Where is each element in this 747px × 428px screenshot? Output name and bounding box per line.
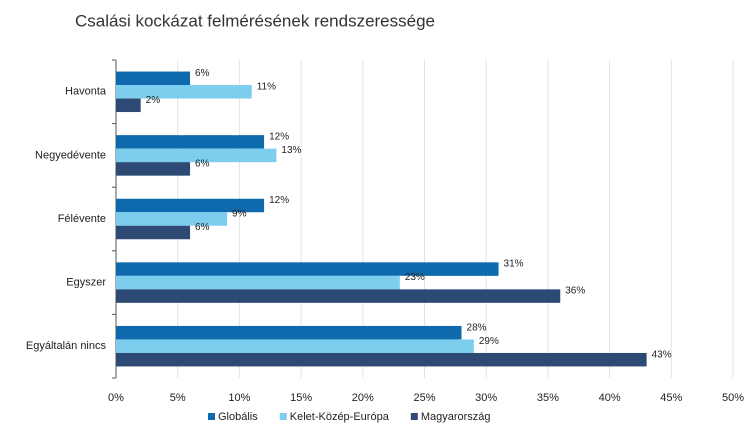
y-tick-label: Félévente [58,213,106,225]
value-label: 13% [281,145,301,156]
bar [116,135,265,149]
value-label: 6% [195,68,210,79]
value-label: 2% [146,95,161,106]
y-tick-label: Havonta [65,86,107,98]
value-label: 9% [232,209,247,220]
x-tick-label: 40% [599,392,621,404]
value-label: 12% [269,132,289,143]
bar [116,325,462,340]
x-tick-label: 25% [413,392,435,404]
bar [116,212,228,226]
value-label: 6% [195,222,210,233]
bar [116,275,400,290]
y-tick-label: Egyáltalán nincs [26,340,107,352]
chart-title: Csalási kockázat felmérésének rendszeres… [75,11,435,30]
y-tick-label: Egyszer [66,277,106,289]
x-tick-label: 15% [290,392,312,404]
y-tick-label: Negyedévente [35,149,106,161]
value-label: 6% [195,159,210,170]
bar [116,352,647,367]
bar [116,198,265,213]
bar [116,71,191,86]
bar [116,289,561,303]
value-label: 28% [467,322,487,333]
bar [116,148,277,163]
bar [116,98,141,113]
x-tick-label: 45% [660,392,682,404]
value-label: 23% [405,272,425,283]
legend-label: Globális [218,411,258,423]
bar [116,262,499,276]
x-tick-label: 10% [228,392,250,404]
bar [116,162,191,176]
legend-label: Magyarország [421,411,491,423]
x-tick-label: 30% [475,392,497,404]
x-tick-label: 20% [352,392,374,404]
x-tick-label: 50% [722,392,744,404]
legend-label: Kelet-Közép-Európa [290,411,390,423]
bar [116,339,474,353]
legend-swatch [208,413,215,420]
x-tick-label: 0% [108,392,124,404]
value-label: 43% [652,349,672,360]
x-tick-label: 35% [537,392,559,404]
bar [116,85,252,99]
x-tick-label: 5% [170,392,186,404]
bar [116,225,191,240]
legend-swatch [410,413,418,420]
value-label: 12% [269,195,289,206]
value-label: 29% [479,336,499,347]
value-label: 31% [504,259,524,270]
value-label: 11% [257,81,276,92]
value-label: 36% [565,286,585,297]
legend-swatch [279,413,287,420]
